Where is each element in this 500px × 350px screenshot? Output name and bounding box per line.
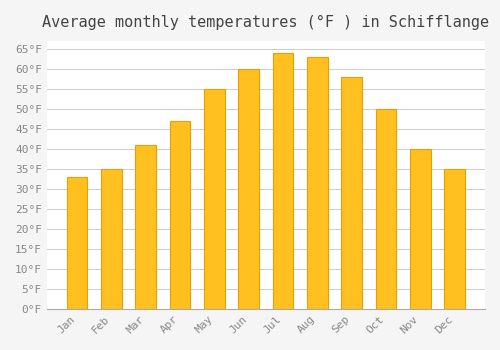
Bar [376, 109, 396, 309]
Bar [136, 145, 156, 309]
Bar [238, 69, 259, 309]
Title: Average monthly temperatures (°F ) in Schifflange: Average monthly temperatures (°F ) in Sc… [42, 15, 490, 30]
Bar [307, 57, 328, 309]
Bar [101, 169, 121, 309]
Bar [410, 149, 430, 309]
Bar [170, 121, 190, 309]
Bar [444, 169, 465, 309]
Bar [67, 177, 87, 309]
Bar [273, 53, 293, 309]
Bar [204, 89, 225, 309]
Bar [342, 77, 362, 309]
